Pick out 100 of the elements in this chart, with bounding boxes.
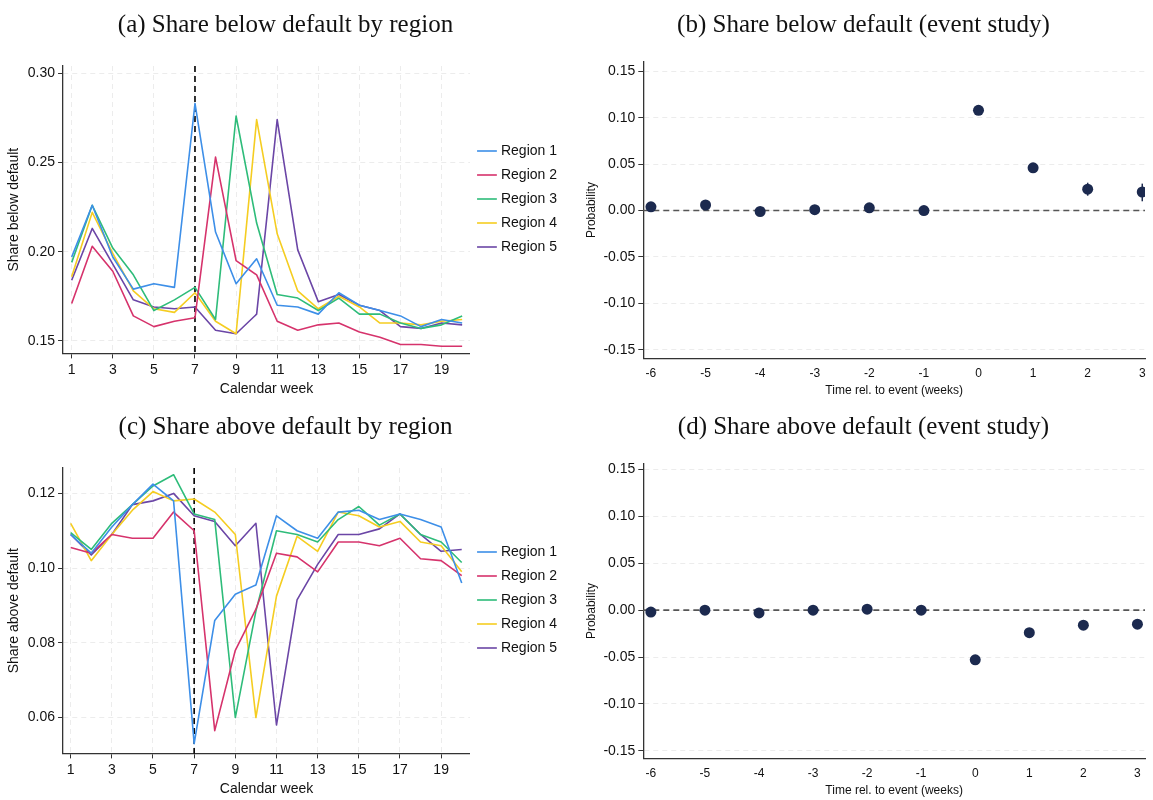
- x-tick-label: 7: [190, 760, 199, 777]
- y-tick-label: 0.20: [27, 242, 56, 259]
- point: [700, 199, 712, 211]
- y-axis-title: Share above default: [5, 547, 22, 674]
- x-tick-label: 9: [231, 760, 240, 777]
- y-tick-label: 0.15: [27, 331, 56, 348]
- y-tick-label: -0.05: [603, 247, 636, 264]
- x-tick-label: 9: [232, 360, 241, 377]
- x-tick-label: 0: [975, 365, 983, 380]
- point: [645, 606, 657, 618]
- y-tick-label: 0.06: [27, 708, 56, 725]
- x-tick-label: -1: [918, 365, 930, 380]
- y-tick-label: 0.10: [608, 507, 636, 524]
- x-tick-label: 11: [269, 360, 285, 377]
- legend-label: Region 3: [500, 590, 558, 607]
- y-tick-label: -0.10: [603, 294, 636, 311]
- point: [918, 205, 930, 217]
- x-tick-label: 17: [392, 760, 408, 777]
- x-tick-label: 3: [107, 760, 116, 777]
- x-tick-label: 3: [1138, 365, 1146, 380]
- legend-label: Region 3: [500, 189, 558, 206]
- x-tick-label: 3: [1134, 765, 1142, 780]
- y-tick-label: 0.10: [27, 558, 56, 575]
- y-tick-label: 0.00: [608, 601, 636, 618]
- point: [753, 607, 765, 619]
- y-tick-label: 0.00: [608, 201, 636, 218]
- x-tick-label: -6: [645, 765, 657, 780]
- y-tick-label: 0.05: [608, 554, 636, 571]
- x-axis-title: Time rel. to event (weeks): [825, 783, 963, 798]
- x-axis-title: Calendar week: [219, 780, 315, 797]
- x-tick-label: -5: [699, 765, 711, 780]
- x-tick-label: 15: [351, 760, 367, 777]
- point: [1131, 618, 1143, 630]
- x-tick-label: 3: [108, 360, 117, 377]
- y-axis-title: Probability: [583, 583, 598, 640]
- point: [809, 204, 821, 216]
- chart-title: (b) Share below default (event study): [677, 9, 1050, 38]
- y-tick-label: -0.05: [603, 647, 636, 664]
- point: [1027, 162, 1039, 174]
- y-axis-title: Share below default: [5, 147, 22, 272]
- point: [807, 604, 819, 616]
- x-tick-label: -3: [809, 365, 821, 380]
- x-tick-label: 17: [392, 360, 409, 377]
- y-tick-label: 0.05: [608, 155, 636, 171]
- x-tick-label: -5: [700, 365, 712, 380]
- legend-label: Region 5: [500, 638, 558, 655]
- legend-label: Region 4: [500, 213, 558, 230]
- x-tick-label: 7: [191, 360, 200, 377]
- x-axis-title: Calendar week: [219, 380, 315, 397]
- x-tick-label: 1: [67, 360, 76, 377]
- y-tick-label: 0.15: [608, 460, 636, 477]
- chart-title: (c) Share above default by region: [118, 411, 453, 440]
- x-tick-label: 11: [269, 760, 284, 777]
- x-tick-label: 19: [433, 760, 450, 777]
- legend-label: Region 1: [500, 141, 558, 158]
- y-tick-label: 0.25: [27, 153, 56, 170]
- x-tick-label: -1: [915, 765, 927, 780]
- point: [863, 202, 875, 214]
- y-tick-label: 0.10: [608, 108, 636, 125]
- point: [969, 654, 981, 666]
- y-tick-label: -0.10: [603, 694, 636, 711]
- point: [973, 104, 984, 116]
- x-tick-label: 13: [309, 760, 326, 777]
- x-tick-label: -4: [753, 765, 765, 780]
- point: [861, 603, 873, 615]
- x-tick-label: 15: [351, 360, 368, 377]
- x-tick-label: -2: [861, 765, 873, 780]
- x-tick-label: 5: [149, 760, 158, 777]
- y-tick-label: 0.08: [27, 633, 56, 650]
- legend-label: Region 2: [500, 566, 558, 583]
- chart-title: (a) Share below default by region: [117, 9, 454, 38]
- x-tick-label: 13: [310, 360, 327, 377]
- chart-title: (d) Share above default (event study): [677, 411, 1050, 440]
- legend-label: Region 1: [500, 542, 558, 559]
- y-axis-title: Probability: [583, 182, 598, 239]
- y-tick-label: -0.15: [603, 741, 636, 758]
- x-tick-label: 1: [1029, 365, 1037, 380]
- x-tick-label: -6: [645, 365, 657, 380]
- legend-label: Region 5: [500, 237, 558, 254]
- y-tick-label: -0.15: [603, 340, 636, 357]
- point: [699, 604, 711, 616]
- point: [754, 205, 766, 217]
- x-tick-label: -4: [754, 365, 766, 380]
- point: [915, 604, 927, 616]
- point: [1023, 627, 1035, 639]
- point: [1077, 619, 1089, 631]
- x-tick-label: 2: [1080, 765, 1088, 780]
- legend-label: Region 4: [500, 614, 558, 631]
- x-tick-label: 0: [971, 765, 979, 780]
- x-tick-label: 19: [433, 360, 450, 377]
- y-tick-label: 0.15: [608, 62, 636, 79]
- point: [645, 201, 657, 213]
- x-axis-title: Time rel. to event (weeks): [825, 383, 963, 398]
- y-tick-label: 0.30: [27, 64, 56, 80]
- legend-label: Region 2: [500, 165, 558, 182]
- x-tick-label: 5: [149, 360, 158, 377]
- x-tick-label: -3: [807, 765, 819, 780]
- x-tick-label: 1: [1025, 765, 1033, 780]
- x-tick-label: -2: [863, 365, 875, 380]
- x-tick-label: 2: [1084, 365, 1092, 380]
